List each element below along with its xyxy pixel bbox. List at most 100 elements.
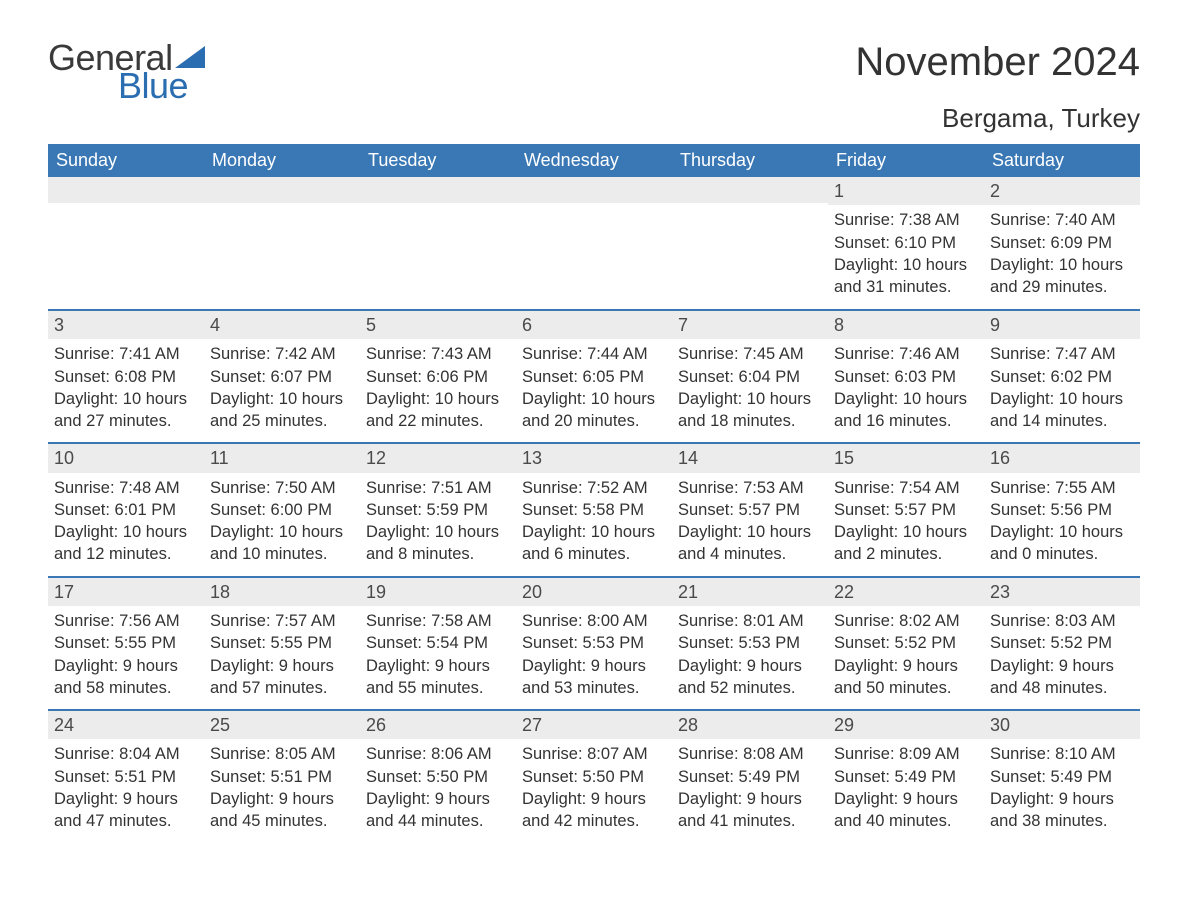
sunset-text: Sunset: 5:55 PM [54, 632, 198, 654]
day-cell [48, 177, 204, 309]
day-cell: 4Sunrise: 7:42 AMSunset: 6:07 PMDaylight… [204, 311, 360, 442]
day-number: 19 [360, 578, 516, 606]
sunrise-text: Sunrise: 7:41 AM [54, 343, 198, 365]
day-cell: 27Sunrise: 8:07 AMSunset: 5:50 PMDayligh… [516, 711, 672, 842]
daylight2-text: and 27 minutes. [54, 410, 198, 432]
daylight1-text: Daylight: 10 hours [678, 521, 822, 543]
dow-cell: Friday [828, 144, 984, 177]
day-body: Sunrise: 7:48 AMSunset: 6:01 PMDaylight:… [48, 473, 204, 576]
week-row: 17Sunrise: 7:56 AMSunset: 5:55 PMDayligh… [48, 576, 1140, 709]
sunset-text: Sunset: 6:06 PM [366, 366, 510, 388]
daylight2-text: and 44 minutes. [366, 810, 510, 832]
day-number: 11 [204, 444, 360, 472]
day-body: Sunrise: 7:54 AMSunset: 5:57 PMDaylight:… [828, 473, 984, 576]
sunset-text: Sunset: 5:57 PM [834, 499, 978, 521]
logo: General Blue [48, 40, 205, 104]
daylight2-text: and 0 minutes. [990, 543, 1134, 565]
daylight1-text: Daylight: 10 hours [834, 254, 978, 276]
dow-cell: Tuesday [360, 144, 516, 177]
day-cell [360, 177, 516, 309]
day-number: 28 [672, 711, 828, 739]
daylight2-text: and 10 minutes. [210, 543, 354, 565]
day-number: 4 [204, 311, 360, 339]
week-row: 1Sunrise: 7:38 AMSunset: 6:10 PMDaylight… [48, 177, 1140, 309]
daylight2-text: and 45 minutes. [210, 810, 354, 832]
daylight2-text: and 4 minutes. [678, 543, 822, 565]
daylight1-text: Daylight: 9 hours [522, 655, 666, 677]
daylight2-text: and 22 minutes. [366, 410, 510, 432]
daylight2-text: and 16 minutes. [834, 410, 978, 432]
sunset-text: Sunset: 5:52 PM [834, 632, 978, 654]
daylight2-text: and 53 minutes. [522, 677, 666, 699]
day-cell: 25Sunrise: 8:05 AMSunset: 5:51 PMDayligh… [204, 711, 360, 842]
day-body: Sunrise: 8:08 AMSunset: 5:49 PMDaylight:… [672, 739, 828, 842]
sunset-text: Sunset: 6:01 PM [54, 499, 198, 521]
daylight2-text: and 40 minutes. [834, 810, 978, 832]
day-cell: 14Sunrise: 7:53 AMSunset: 5:57 PMDayligh… [672, 444, 828, 575]
daylight2-text: and 18 minutes. [678, 410, 822, 432]
day-body: Sunrise: 7:52 AMSunset: 5:58 PMDaylight:… [516, 473, 672, 576]
daylight1-text: Daylight: 10 hours [990, 388, 1134, 410]
daylight1-text: Daylight: 9 hours [678, 788, 822, 810]
daylight1-text: Daylight: 9 hours [54, 655, 198, 677]
sunset-text: Sunset: 6:02 PM [990, 366, 1134, 388]
week-row: 3Sunrise: 7:41 AMSunset: 6:08 PMDaylight… [48, 309, 1140, 442]
day-cell [672, 177, 828, 309]
day-number: 23 [984, 578, 1140, 606]
daylight1-text: Daylight: 9 hours [210, 788, 354, 810]
day-number: 18 [204, 578, 360, 606]
sunrise-text: Sunrise: 7:56 AM [54, 610, 198, 632]
daylight2-text: and 50 minutes. [834, 677, 978, 699]
day-body: Sunrise: 7:47 AMSunset: 6:02 PMDaylight:… [984, 339, 1140, 442]
daylight1-text: Daylight: 10 hours [210, 521, 354, 543]
day-body: Sunrise: 7:55 AMSunset: 5:56 PMDaylight:… [984, 473, 1140, 576]
sunset-text: Sunset: 5:56 PM [990, 499, 1134, 521]
daylight1-text: Daylight: 10 hours [834, 521, 978, 543]
daylight1-text: Daylight: 9 hours [210, 655, 354, 677]
day-number: 7 [672, 311, 828, 339]
day-cell: 9Sunrise: 7:47 AMSunset: 6:02 PMDaylight… [984, 311, 1140, 442]
sunrise-text: Sunrise: 8:07 AM [522, 743, 666, 765]
dow-cell: Sunday [48, 144, 204, 177]
day-cell: 16Sunrise: 7:55 AMSunset: 5:56 PMDayligh… [984, 444, 1140, 575]
sunrise-text: Sunrise: 7:50 AM [210, 477, 354, 499]
sunrise-text: Sunrise: 8:04 AM [54, 743, 198, 765]
daylight1-text: Daylight: 10 hours [990, 521, 1134, 543]
day-number: 5 [360, 311, 516, 339]
daylight2-text: and 25 minutes. [210, 410, 354, 432]
day-cell: 22Sunrise: 8:02 AMSunset: 5:52 PMDayligh… [828, 578, 984, 709]
daylight2-text: and 31 minutes. [834, 276, 978, 298]
sunrise-text: Sunrise: 7:43 AM [366, 343, 510, 365]
page-title: November 2024 [855, 40, 1140, 85]
sunrise-text: Sunrise: 8:09 AM [834, 743, 978, 765]
daylight1-text: Daylight: 10 hours [834, 388, 978, 410]
sunrise-text: Sunrise: 7:55 AM [990, 477, 1134, 499]
day-body: Sunrise: 8:02 AMSunset: 5:52 PMDaylight:… [828, 606, 984, 709]
day-cell: 6Sunrise: 7:44 AMSunset: 6:05 PMDaylight… [516, 311, 672, 442]
daylight1-text: Daylight: 10 hours [54, 388, 198, 410]
day-cell: 18Sunrise: 7:57 AMSunset: 5:55 PMDayligh… [204, 578, 360, 709]
day-cell: 24Sunrise: 8:04 AMSunset: 5:51 PMDayligh… [48, 711, 204, 842]
day-cell: 15Sunrise: 7:54 AMSunset: 5:57 PMDayligh… [828, 444, 984, 575]
sunset-text: Sunset: 6:07 PM [210, 366, 354, 388]
week-row: 24Sunrise: 8:04 AMSunset: 5:51 PMDayligh… [48, 709, 1140, 842]
daylight2-text: and 55 minutes. [366, 677, 510, 699]
dow-cell: Monday [204, 144, 360, 177]
daylight1-text: Daylight: 10 hours [522, 388, 666, 410]
day-cell: 21Sunrise: 8:01 AMSunset: 5:53 PMDayligh… [672, 578, 828, 709]
daylight2-text: and 8 minutes. [366, 543, 510, 565]
day-number: 8 [828, 311, 984, 339]
sunrise-text: Sunrise: 8:01 AM [678, 610, 822, 632]
daylight2-text: and 58 minutes. [54, 677, 198, 699]
sunset-text: Sunset: 5:49 PM [834, 766, 978, 788]
day-body: Sunrise: 7:45 AMSunset: 6:04 PMDaylight:… [672, 339, 828, 442]
sunrise-text: Sunrise: 7:58 AM [366, 610, 510, 632]
sunrise-text: Sunrise: 7:52 AM [522, 477, 666, 499]
day-body: Sunrise: 7:51 AMSunset: 5:59 PMDaylight:… [360, 473, 516, 576]
day-body: Sunrise: 8:00 AMSunset: 5:53 PMDaylight:… [516, 606, 672, 709]
sunrise-text: Sunrise: 8:00 AM [522, 610, 666, 632]
day-body: Sunrise: 7:44 AMSunset: 6:05 PMDaylight:… [516, 339, 672, 442]
day-number: 21 [672, 578, 828, 606]
day-body: Sunrise: 8:01 AMSunset: 5:53 PMDaylight:… [672, 606, 828, 709]
day-cell: 3Sunrise: 7:41 AMSunset: 6:08 PMDaylight… [48, 311, 204, 442]
